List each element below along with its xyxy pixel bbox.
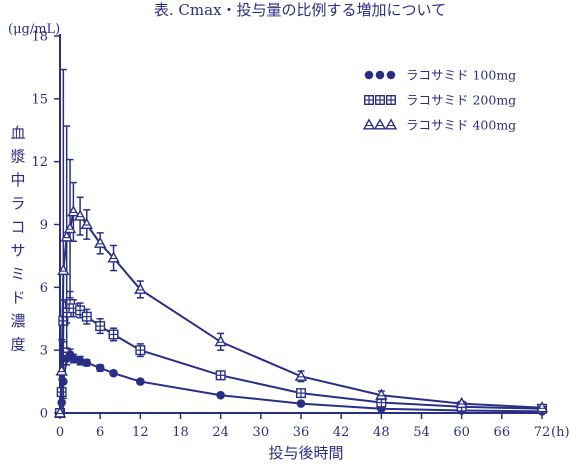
data-point xyxy=(75,356,85,365)
series-line xyxy=(59,352,543,414)
legend-marker xyxy=(364,70,374,80)
x-tick-label: 66 xyxy=(494,425,511,440)
x-tick-label: 6 xyxy=(96,425,104,440)
x-tick-label: 48 xyxy=(373,425,390,440)
data-point xyxy=(455,396,468,409)
data-point xyxy=(69,354,78,363)
data-point xyxy=(93,236,107,248)
y-tick-label: 12 xyxy=(31,155,48,170)
x-tick-label: 18 xyxy=(172,425,189,440)
plot-area xyxy=(53,68,549,419)
data-point xyxy=(135,345,146,356)
x-tick-label: 30 xyxy=(253,425,270,440)
x-unit-label: (h) xyxy=(551,425,570,440)
legend-label: ラコサミド 400mg xyxy=(406,118,516,133)
data-point xyxy=(296,399,306,408)
y-axis-label-char: 血 xyxy=(10,124,25,142)
y-tick-label: 3 xyxy=(40,344,48,359)
data-point xyxy=(108,329,119,340)
legend-marker xyxy=(375,94,386,105)
y-axis-label-char: サ xyxy=(10,242,25,260)
series-line xyxy=(59,210,543,414)
data-point xyxy=(216,390,225,400)
data-point xyxy=(215,370,226,381)
y-axis-label-char: ラ xyxy=(10,195,25,213)
y-axis-label-char: 度 xyxy=(10,336,25,354)
x-tick-label: 72 xyxy=(534,425,551,440)
data-point xyxy=(73,209,87,221)
y-axis-label-char: 漿 xyxy=(10,148,25,166)
data-point xyxy=(75,305,86,316)
data-point xyxy=(375,388,388,400)
legend-label: ラコサミド 200mg xyxy=(406,93,516,108)
legend-marker xyxy=(386,94,397,105)
data-point xyxy=(535,401,549,413)
y-axis-label-char: 濃 xyxy=(10,312,25,330)
y-tick-label: 15 xyxy=(31,92,48,107)
y-tick-label: 9 xyxy=(40,218,48,233)
legend-item: ラコサミド 100mg xyxy=(364,68,516,83)
legend-marker xyxy=(386,70,396,80)
data-point xyxy=(60,230,73,242)
data-point xyxy=(294,369,308,381)
legend-marker xyxy=(373,118,387,130)
y-axis-label-char: コ xyxy=(10,218,25,236)
data-point xyxy=(95,363,105,373)
data-point xyxy=(109,368,118,378)
legend-marker xyxy=(362,118,376,130)
legend-marker xyxy=(364,94,375,105)
data-point xyxy=(80,217,93,230)
y-tick-label: 6 xyxy=(40,281,48,296)
legend-label: ラコサミド 100mg xyxy=(406,68,516,83)
legend: ラコサミド 100mg ラコサミド 200mg ラコサミド 400mg xyxy=(362,68,516,133)
y-axis-label-char: ド xyxy=(10,289,25,307)
legend-item: ラコサミド 200mg xyxy=(364,93,516,108)
x-axis-label: 投与後時間 xyxy=(268,444,343,462)
y-tick-label: 18 xyxy=(31,30,48,45)
data-point xyxy=(81,311,92,322)
x-tick-label: 60 xyxy=(453,425,470,440)
data-point xyxy=(134,282,147,294)
y-tick-label: 0 xyxy=(40,407,48,422)
data-point xyxy=(136,377,145,386)
data-point xyxy=(296,388,307,399)
data-point xyxy=(107,251,120,263)
legend-marker xyxy=(384,118,398,130)
data-point xyxy=(53,406,67,418)
data-point xyxy=(67,205,80,217)
y-axis-label-char: 中 xyxy=(10,171,25,189)
chart-title: 表. Cmax・投与量の比例する増加について xyxy=(154,1,446,19)
x-tick-label: 42 xyxy=(333,425,350,440)
data-point xyxy=(57,263,70,276)
data-point xyxy=(82,358,92,368)
legend-item: ラコサミド 400mg xyxy=(362,118,516,133)
legend-marker xyxy=(375,70,385,80)
data-point xyxy=(95,321,106,332)
series-square xyxy=(55,290,548,419)
x-tick-label: 24 xyxy=(212,425,229,440)
data-point xyxy=(63,222,77,234)
data-point xyxy=(214,335,227,347)
x-tick-label: 12 xyxy=(132,425,149,440)
y-unit-label: (μg/mL) xyxy=(8,22,60,37)
data-point xyxy=(55,364,68,376)
x-tick-label: 54 xyxy=(413,425,430,440)
series-triangle xyxy=(53,68,549,418)
y-axis-label-char: ミ xyxy=(10,265,25,283)
x-tick-label: 36 xyxy=(293,425,310,440)
x-tick-label: 0 xyxy=(56,425,64,440)
